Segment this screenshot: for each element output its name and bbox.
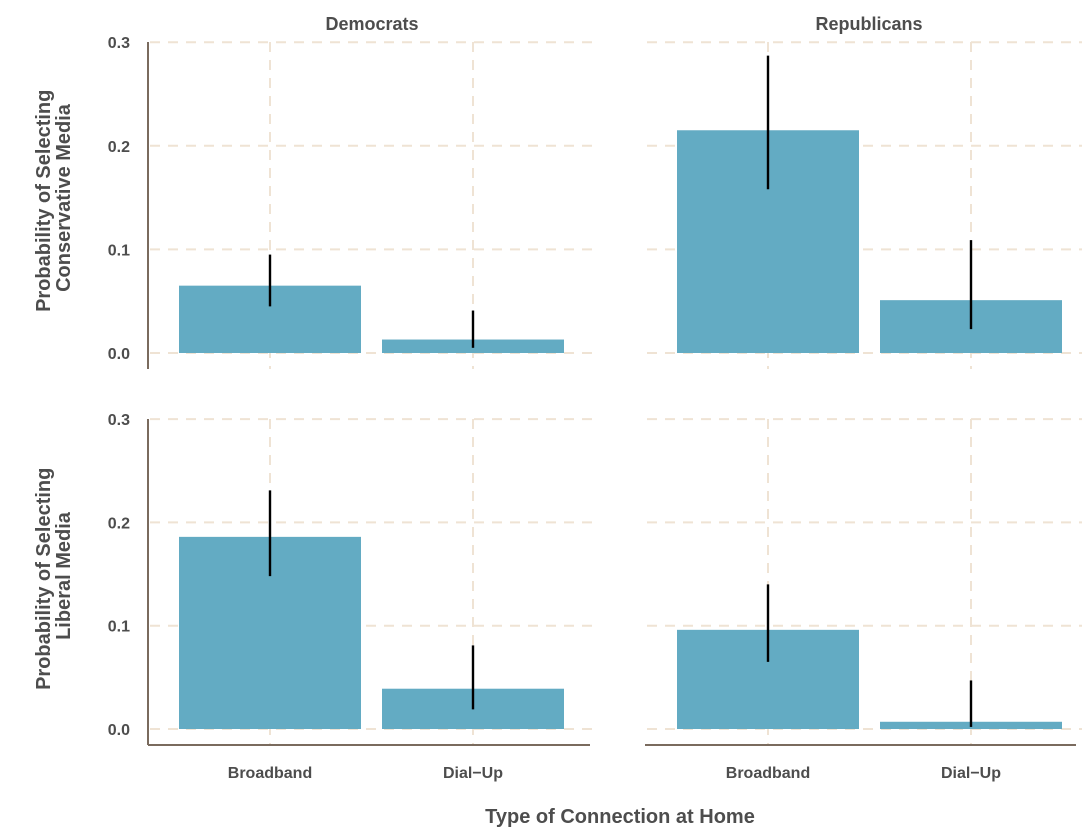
y-axis-title-conservative-line-2: Conservative Media: [53, 103, 75, 292]
y-tick-label: 0.1: [108, 619, 130, 636]
y-tick-label: 0.2: [108, 139, 130, 156]
panel-title-democrats: Democrats: [325, 14, 418, 34]
x-tick-label: Dial−Up: [443, 765, 503, 782]
y-axis-title-conservative: Probability of Selecting Conservative Me…: [33, 84, 75, 312]
y-tick-label: 0.1: [108, 242, 130, 259]
y-axis-title-liberal-line-2: Liberal Media: [53, 511, 75, 640]
y-tick-label: 0.3: [108, 412, 130, 429]
x-tick-label: Broadband: [228, 765, 312, 782]
x-tick-label: Dial−Up: [941, 765, 1001, 782]
panel-0-1: [647, 41, 1082, 369]
y-tick-label: 0.3: [108, 35, 130, 52]
y-tick-label: 0.2: [108, 515, 130, 532]
x-axis-title: Type of Connection at Home: [485, 806, 755, 828]
panel-1-0: 0.0 0.1 0.2 0.3 Broadband Dial−Up: [108, 412, 596, 782]
y-axis-title-liberal-line-1: Probability of Selecting: [33, 468, 55, 690]
y-tick-label: 0.0: [108, 722, 130, 739]
panel-title-republicans: Republicans: [815, 14, 922, 34]
y-axis-title-liberal: Probability of Selecting Liberal Media: [33, 462, 75, 690]
panel-1-1: Broadband Dial−Up: [645, 418, 1082, 782]
panel-0-0: 0.0 0.1 0.2 0.3: [108, 35, 596, 369]
x-tick-label: Broadband: [726, 765, 810, 782]
y-tick-label: 0.0: [108, 346, 130, 363]
y-axis-title-conservative-line-1: Probability of Selecting: [33, 90, 55, 312]
